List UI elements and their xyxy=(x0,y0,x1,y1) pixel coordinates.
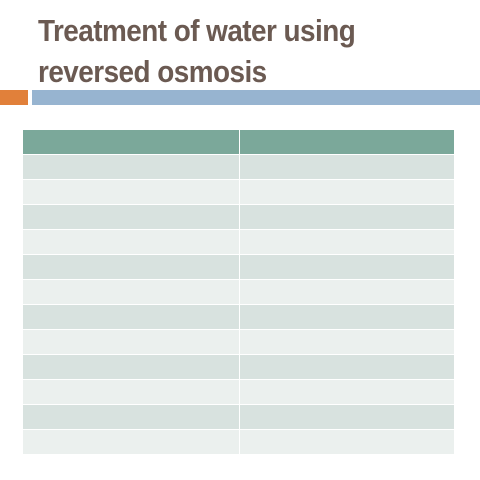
table-row xyxy=(22,379,455,405)
table-row xyxy=(22,354,455,380)
table-cell xyxy=(22,354,240,380)
table-cell xyxy=(239,204,455,230)
table-cell xyxy=(239,304,455,330)
table-row xyxy=(22,429,455,455)
table-cell xyxy=(22,429,240,455)
slide-title-line-2: reversed osmosis xyxy=(38,54,267,89)
table-cell xyxy=(239,379,455,405)
slide-title: Treatment of water using reversed osmosi… xyxy=(38,10,416,92)
table-container xyxy=(22,129,455,455)
table-cell xyxy=(22,154,240,180)
table-cell xyxy=(22,279,240,305)
table-row xyxy=(22,279,455,305)
table-cell xyxy=(239,179,455,205)
table-cell xyxy=(22,254,240,280)
table-cell xyxy=(22,204,240,230)
accent-bar-orange xyxy=(0,90,28,105)
table-cell xyxy=(22,404,240,430)
table-cell xyxy=(239,154,455,180)
table-row xyxy=(22,204,455,230)
table-header-cell xyxy=(22,129,240,155)
table-cell xyxy=(239,329,455,355)
table-cell xyxy=(22,179,240,205)
table-row xyxy=(22,254,455,280)
table-row xyxy=(22,154,455,180)
data-table xyxy=(22,129,455,455)
table-cell xyxy=(22,379,240,405)
accent-bar-blue xyxy=(32,90,480,105)
table-cell xyxy=(239,229,455,255)
table-cell xyxy=(239,354,455,380)
table-cell xyxy=(239,404,455,430)
table-row xyxy=(22,179,455,205)
table-row xyxy=(22,329,455,355)
slide-title-line-1: Treatment of water using xyxy=(38,13,356,48)
table-cell xyxy=(22,329,240,355)
table-cell xyxy=(239,429,455,455)
table-row xyxy=(22,404,455,430)
table-cell xyxy=(22,304,240,330)
table-header-cell xyxy=(239,129,455,155)
table-row xyxy=(22,229,455,255)
table-header-row xyxy=(22,129,455,155)
table-cell xyxy=(239,254,455,280)
table-row xyxy=(22,304,455,330)
table-cell xyxy=(22,229,240,255)
table-cell xyxy=(239,279,455,305)
